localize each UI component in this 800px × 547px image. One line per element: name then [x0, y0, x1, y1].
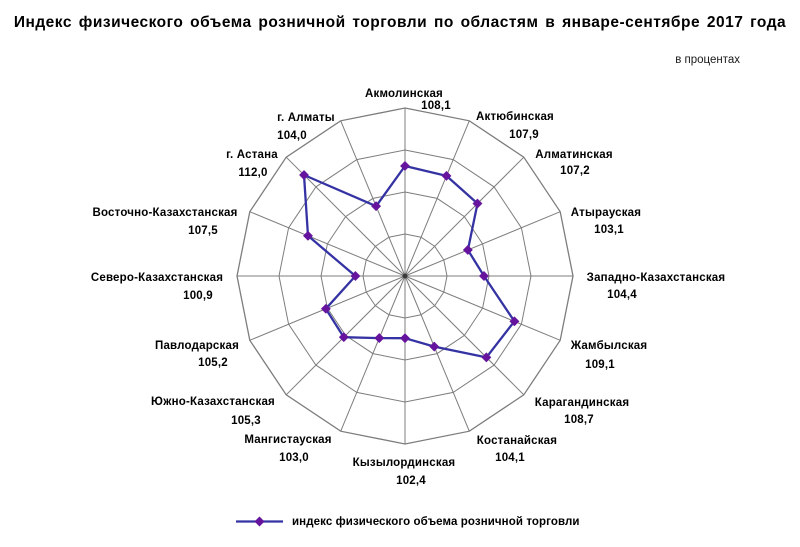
data-point-marker-10 — [338, 332, 349, 343]
category-label-13: Восточно-Казахстанская — [92, 207, 237, 219]
data-point-marker-6 — [481, 352, 492, 363]
units-note: в процентах — [675, 54, 740, 66]
axis-spoke-3 — [404, 211, 561, 277]
axis-spoke-6 — [404, 275, 525, 396]
data-point-marker-14 — [298, 169, 310, 181]
data-point-marker-2 — [472, 198, 483, 209]
axis-spoke-9 — [340, 275, 406, 432]
legend: индекс физического объема розничной торг… — [236, 515, 580, 528]
value-label-4: 104,4 — [607, 289, 637, 301]
value-label-3: 103,1 — [594, 224, 624, 236]
legend-series-marker — [254, 516, 265, 527]
category-label-4: Западно-Казахстанская — [587, 272, 726, 284]
axis-spoke-15 — [340, 120, 406, 277]
data-point-marker-8 — [399, 333, 411, 344]
axis-spoke-7 — [404, 275, 470, 432]
value-label-6: 108,7 — [564, 414, 594, 426]
legend-marker-icon — [236, 516, 283, 527]
category-label-7: Костанайская — [477, 435, 557, 447]
category-label-15: г. Алматы — [277, 112, 335, 124]
value-label-0: 108,1 — [421, 100, 451, 112]
category-label-3: Атырауская — [571, 207, 641, 219]
value-label-2: 107,2 — [560, 165, 590, 177]
series-line — [302, 164, 516, 359]
axis-spoke-5 — [404, 275, 561, 341]
data-point-marker-7 — [429, 341, 440, 352]
category-label-10: Южно-Казахстанская — [151, 396, 275, 408]
value-label-9: 103,0 — [279, 452, 309, 464]
chart-title: Индекс физического объема розничной торг… — [13, 14, 787, 31]
legend-label: индекс физического объема розничной торг… — [292, 515, 580, 528]
category-label-8: Кызылординская — [353, 457, 456, 469]
category-label-5: Жамбылская — [570, 340, 648, 352]
axis-spoke-1 — [404, 120, 470, 277]
data-point-marker-11 — [320, 303, 331, 314]
data-point-marker-5 — [509, 316, 520, 327]
value-label-7: 104,1 — [495, 452, 525, 464]
data-point-marker-15 — [371, 201, 382, 212]
category-label-11: Павлодарская — [155, 340, 239, 352]
data-point-marker-3 — [462, 244, 473, 256]
category-label-9: Мангистауская — [244, 434, 331, 446]
value-label-14: 112,0 — [238, 167, 267, 179]
category-label-0: Акмолинская — [365, 88, 443, 100]
value-label-10: 105,3 — [231, 415, 261, 427]
category-label-14: г. Астана — [226, 149, 278, 161]
value-label-11: 105,2 — [198, 357, 228, 369]
category-label-1: Актюбинская — [476, 111, 554, 123]
value-label-15: 104,0 — [277, 130, 307, 142]
data-point-marker-0 — [399, 160, 411, 172]
category-label-12: Северо-Казахстанская — [91, 272, 223, 284]
axis-spoke-13 — [249, 211, 406, 277]
value-label-12: 100,9 — [183, 290, 213, 302]
category-label-2: Алматинская — [535, 149, 612, 161]
value-label-1: 107,9 — [509, 129, 539, 141]
data-point-marker-13 — [302, 230, 314, 241]
data-point-marker-1 — [441, 170, 452, 181]
category-label-6: Карагандинская — [535, 397, 629, 409]
value-label-13: 107,5 — [188, 225, 218, 237]
value-label-5: 109,1 — [585, 359, 615, 371]
data-point-marker-9 — [374, 333, 385, 344]
data-point-marker-4 — [478, 270, 490, 282]
value-label-8: 102,4 — [396, 475, 426, 487]
axis-spoke-2 — [404, 156, 525, 277]
center-dot — [402, 273, 408, 279]
data-point-marker-12 — [350, 270, 361, 282]
